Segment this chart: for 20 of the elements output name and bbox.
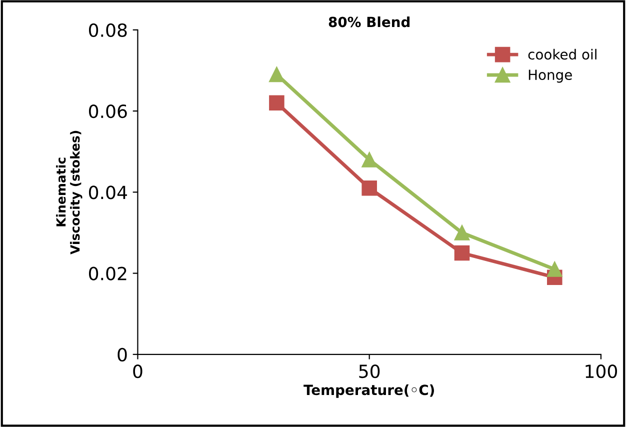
y-tick-label: 0 (118, 348, 127, 362)
chart-title: 80% Blend (328, 16, 410, 28)
point (546, 262, 562, 277)
x-tick-label: 0 (133, 364, 142, 378)
x-tick-label: 50 (359, 364, 380, 378)
y-tick-label: 0.02 (88, 266, 126, 280)
y-tick-label: 0.04 (88, 186, 127, 200)
y-tick-label: 0.06 (88, 104, 127, 118)
x-axis-title: Temperature(◦C) (304, 384, 434, 398)
legend-label: Honge (528, 70, 572, 83)
y-tick-label: 0.08 (88, 23, 127, 38)
point (362, 180, 377, 196)
legend-label: cooked oil (528, 48, 596, 60)
point (362, 152, 377, 168)
y-axis-title: Kinematic Viscocity (stokes) (56, 130, 82, 254)
point (269, 95, 284, 111)
point (454, 245, 470, 261)
point (269, 66, 284, 82)
x-tick-label: 100 (586, 364, 617, 378)
point (454, 225, 470, 240)
